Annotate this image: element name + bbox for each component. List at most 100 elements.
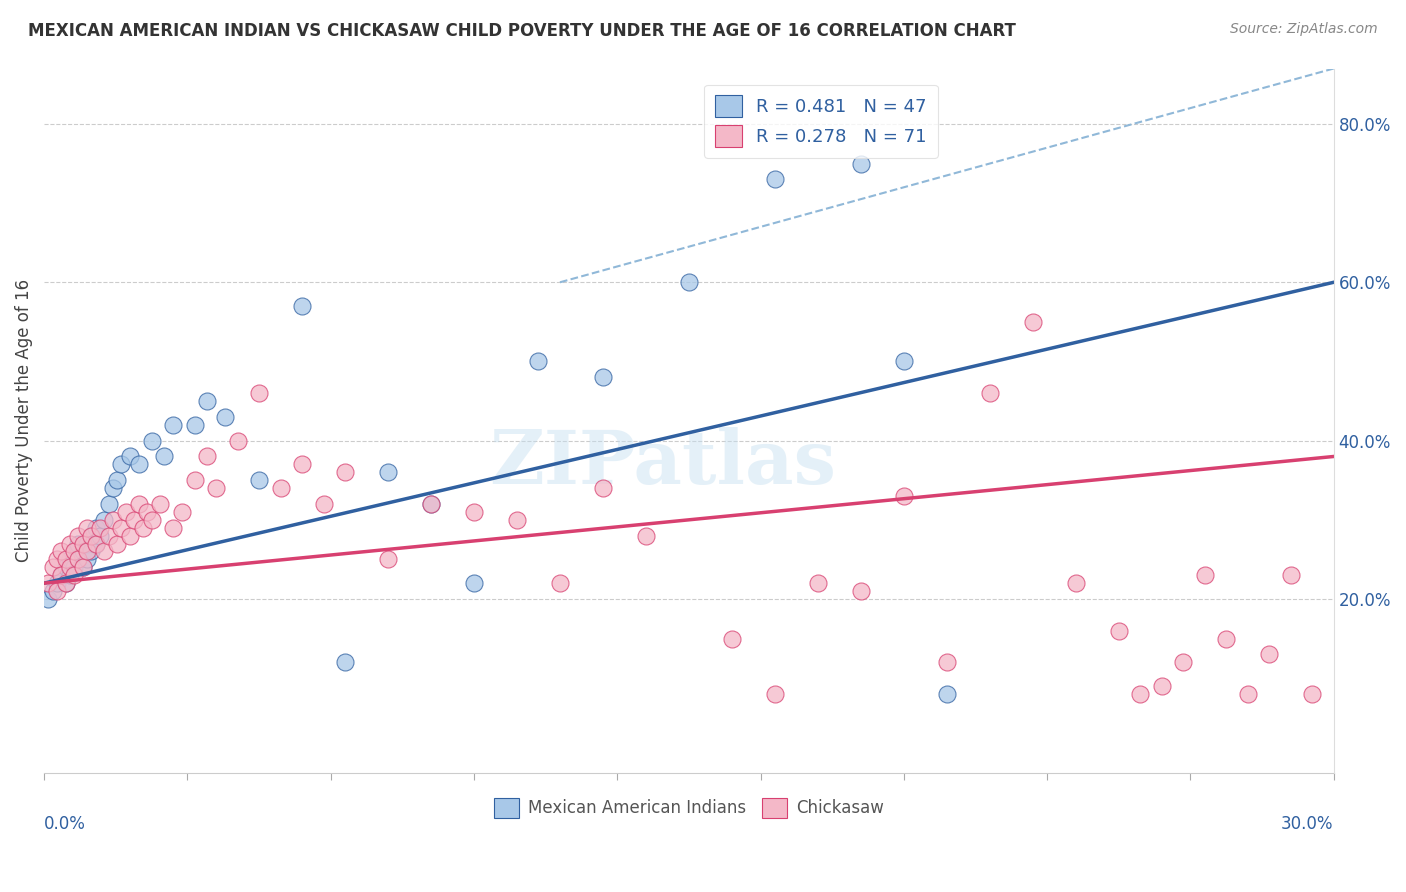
Point: [55, 560, 77, 574]
Point: [506, 513, 529, 527]
Text: MEXICAN AMERICAN INDIAN VS CHICKASAW CHILD POVERTY UNDER THE AGE OF 16 CORRELATI: MEXICAN AMERICAN INDIAN VS CHICKASAW CHI…: [28, 22, 1017, 40]
Point: [63, 544, 86, 558]
Point: [763, 172, 786, 186]
Point: [548, 576, 571, 591]
Point: [377, 552, 399, 566]
Point: [80, 544, 103, 558]
Point: [270, 481, 292, 495]
Point: [55, 552, 77, 566]
Point: [89, 529, 111, 543]
Point: [63, 568, 86, 582]
Point: [463, 576, 485, 591]
Point: [37, 592, 59, 607]
Point: [291, 299, 314, 313]
Point: [46, 576, 69, 591]
Point: [72, 560, 94, 574]
Point: [76, 552, 98, 566]
Point: [80, 529, 103, 543]
Point: [67, 552, 90, 566]
Point: [41, 560, 63, 574]
Point: [807, 576, 830, 591]
Point: [1129, 687, 1152, 701]
Point: [51, 568, 73, 582]
Point: [1022, 315, 1045, 329]
Point: [110, 521, 132, 535]
Point: [377, 466, 399, 480]
Point: [55, 576, 77, 591]
Point: [128, 458, 150, 472]
Point: [59, 568, 82, 582]
Point: [183, 473, 205, 487]
Point: [72, 544, 94, 558]
Text: Source: ZipAtlas.com: Source: ZipAtlas.com: [1230, 22, 1378, 37]
Point: [183, 417, 205, 432]
Text: ZIPatlas: ZIPatlas: [489, 426, 837, 500]
Point: [93, 544, 115, 558]
Point: [935, 656, 957, 670]
Point: [76, 521, 98, 535]
Point: [333, 656, 356, 670]
Point: [120, 450, 142, 464]
Y-axis label: Child Poverty Under the Age of 16: Child Poverty Under the Age of 16: [15, 279, 32, 563]
Point: [1215, 632, 1237, 646]
Point: [37, 576, 59, 591]
Point: [93, 513, 115, 527]
Point: [84, 521, 107, 535]
Point: [128, 497, 150, 511]
Point: [136, 505, 159, 519]
Point: [51, 544, 73, 558]
Text: 0.0%: 0.0%: [44, 815, 86, 833]
Point: [1173, 656, 1195, 670]
Point: [67, 536, 90, 550]
Point: [141, 434, 163, 448]
Point: [463, 505, 485, 519]
Point: [247, 386, 270, 401]
Point: [333, 466, 356, 480]
Point: [162, 521, 184, 535]
Point: [149, 497, 172, 511]
Point: [763, 687, 786, 701]
Point: [46, 552, 69, 566]
Point: [97, 497, 120, 511]
Point: [420, 497, 443, 511]
Point: [84, 536, 107, 550]
Point: [80, 529, 103, 543]
Point: [120, 529, 142, 543]
Point: [312, 497, 335, 511]
Point: [1236, 687, 1258, 701]
Point: [592, 481, 614, 495]
Point: [59, 552, 82, 566]
Point: [76, 544, 98, 558]
Point: [849, 584, 872, 599]
Point: [84, 536, 107, 550]
Point: [153, 450, 176, 464]
Point: [1258, 648, 1281, 662]
Point: [63, 560, 86, 574]
Point: [197, 394, 219, 409]
Point: [935, 687, 957, 701]
Point: [132, 521, 155, 535]
Point: [527, 354, 550, 368]
Point: [214, 409, 236, 424]
Point: [721, 632, 744, 646]
Point: [849, 156, 872, 170]
Point: [420, 497, 443, 511]
Point: [1108, 624, 1130, 638]
Point: [979, 386, 1001, 401]
Point: [634, 529, 657, 543]
Point: [55, 576, 77, 591]
Point: [678, 275, 700, 289]
Point: [1064, 576, 1087, 591]
Point: [592, 370, 614, 384]
Point: [124, 513, 146, 527]
Point: [101, 513, 124, 527]
Point: [247, 473, 270, 487]
Point: [63, 544, 86, 558]
Point: [67, 529, 90, 543]
Point: [114, 505, 136, 519]
Point: [141, 513, 163, 527]
Point: [46, 584, 69, 599]
Point: [59, 560, 82, 574]
Point: [72, 560, 94, 574]
Point: [76, 536, 98, 550]
